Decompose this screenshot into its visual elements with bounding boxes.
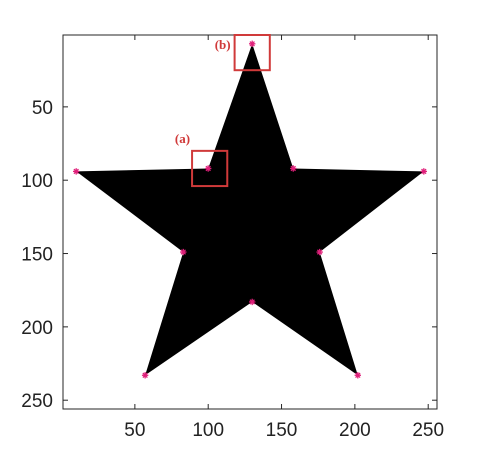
y-tick-label: 100 xyxy=(21,171,53,192)
corner-point-marker xyxy=(249,298,256,306)
y-tick-label: 150 xyxy=(21,245,53,266)
x-tick-label: 100 xyxy=(192,420,224,441)
annotation-box xyxy=(233,34,271,72)
y-tick-label: 250 xyxy=(21,391,53,412)
annotation-label: (a) xyxy=(175,131,190,146)
corner-point-marker xyxy=(249,40,256,47)
y-tick-label: 50 xyxy=(32,98,53,119)
annotation-label: (b) xyxy=(215,37,231,52)
y-tick-label: 200 xyxy=(21,318,53,339)
corner-point-marker xyxy=(205,165,212,172)
x-tick-label: 150 xyxy=(266,420,298,441)
corner-point-marker xyxy=(180,248,187,256)
corner-point-marker xyxy=(73,168,80,175)
x-tick-label: 250 xyxy=(412,420,444,441)
corner-point-marker xyxy=(290,165,297,172)
plot-area: 50 100 150 200 250 50 100 150 200 250 (a) (b) xyxy=(21,34,444,441)
x-tick-label: 50 xyxy=(124,420,145,441)
x-tick-label: 200 xyxy=(339,420,371,441)
corner-point-marker xyxy=(354,372,361,379)
annotation-box xyxy=(191,149,229,188)
corner-point-marker xyxy=(316,248,323,256)
star-shape xyxy=(76,43,424,376)
corner-point-marker xyxy=(141,372,149,379)
corner-point-marker xyxy=(420,168,427,175)
